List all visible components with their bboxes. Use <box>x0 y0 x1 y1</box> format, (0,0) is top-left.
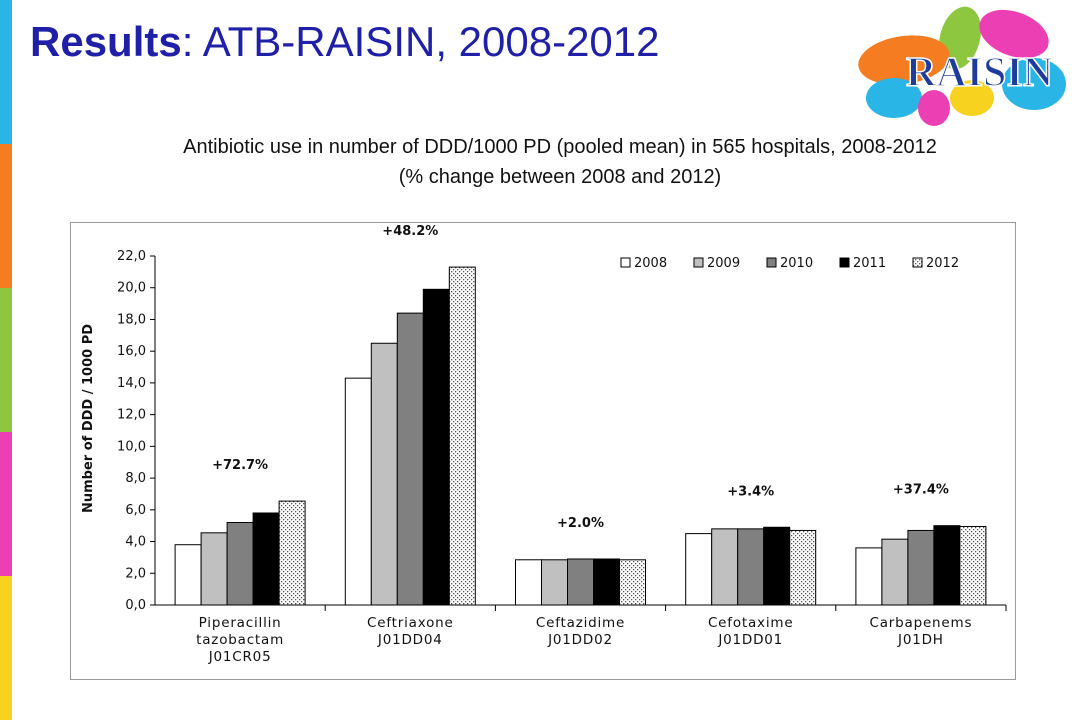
category-label: J01DD04 <box>377 632 443 648</box>
category-label: Ceftriaxone <box>367 615 454 631</box>
y-tick-label: 4,0 <box>125 535 146 550</box>
y-tick-label: 20,0 <box>117 281 146 296</box>
percent-change-label: +48.2% <box>382 224 438 239</box>
y-tick-label: 8,0 <box>125 471 146 486</box>
bar-2008 <box>174 544 202 606</box>
logo-wordmark: RAISIN <box>906 50 1053 96</box>
y-tick-label: 22,0 <box>117 249 146 264</box>
chart-frame: 0,0 2,0 4,0 6,0 8,0 10,0 12,0 14,0 16,0 18,0 20,0 2… <box>70 222 1016 680</box>
bar-2009 <box>711 528 739 606</box>
category-label: Cefotaxime <box>708 615 794 631</box>
y-tick-label: 10,0 <box>117 439 146 454</box>
category-label: J01DD01 <box>717 632 783 648</box>
bar-2011 <box>933 525 961 606</box>
category-label: J01DD02 <box>547 632 613 648</box>
bar-2008 <box>855 547 883 606</box>
legend-swatch-2011 <box>839 257 850 268</box>
raisin-logo: RAISIN <box>858 6 1066 126</box>
bar-chart: 0,0 2,0 4,0 6,0 8,0 10,0 12,0 14,0 16,0 18,0 20,0 2… <box>81 224 1007 665</box>
bar-2011 <box>252 512 280 606</box>
bar-2008 <box>344 377 372 606</box>
y-tick-label: 16,0 <box>117 344 146 359</box>
subtitle-line-2: (% change between 2008 and 2012) <box>398 166 722 188</box>
chart-subtitle: Antibiotic use in number of DDD/1000 PD … <box>40 132 1080 192</box>
slide-title-rest: : ATB-RAISIN, 2008-2012 <box>181 18 660 65</box>
bar-2008 <box>685 533 713 606</box>
bar-2009 <box>370 342 398 606</box>
legend-swatch-2010 <box>766 257 777 268</box>
strip-block-orange <box>0 144 12 288</box>
percent-change-label: +2.0% <box>557 516 604 531</box>
legend-label-2009: 2009 <box>707 256 740 271</box>
legend-swatch-2009 <box>693 257 704 268</box>
legend-swatch-2012 <box>912 257 923 268</box>
legend-label-2008: 2008 <box>634 256 667 271</box>
y-tick-label: 6,0 <box>125 503 146 518</box>
bar-2008 <box>515 559 542 606</box>
category-label: tazobactam <box>196 632 284 648</box>
bar-2011 <box>422 288 450 606</box>
strip-block-yellow <box>0 576 12 720</box>
legend-label-2012: 2012 <box>926 256 959 271</box>
slide-title: Results: ATB-RAISIN, 2008-2012 <box>30 18 660 66</box>
bar-2011 <box>593 558 620 606</box>
slide-title-bold: Results <box>30 18 182 65</box>
bar-2009 <box>541 559 568 606</box>
bar-2010 <box>396 312 424 606</box>
bar-2010 <box>567 558 594 606</box>
side-color-strip <box>0 0 12 720</box>
bar-2011 <box>763 526 791 606</box>
percent-change-label: +72.7% <box>212 458 268 473</box>
category-label: J01CR05 <box>208 649 272 665</box>
bar-2012 <box>619 559 646 606</box>
y-tick-label: 14,0 <box>117 376 146 391</box>
strip-block-green <box>0 288 12 432</box>
bar-2012 <box>278 500 306 606</box>
bar-2009 <box>200 532 228 606</box>
bar-2010 <box>226 522 254 606</box>
y-axis-label: Number of DDD / 1000 PD <box>81 324 96 513</box>
y-tick-label: 18,0 <box>117 312 146 327</box>
category-label: Piperacillin <box>199 615 282 631</box>
strip-block-pink <box>0 432 12 576</box>
percent-change-label: +3.4% <box>727 484 774 499</box>
legend-label-2011: 2011 <box>853 256 886 271</box>
bar-2012 <box>448 266 476 606</box>
strip-block-blue <box>0 0 12 144</box>
subtitle-line-1: Antibiotic use in number of DDD/1000 PD … <box>183 136 937 158</box>
bar-2012 <box>959 525 987 606</box>
legend-label-2010: 2010 <box>780 256 813 271</box>
category-label: Ceftazidime <box>536 615 625 631</box>
percent-change-label: +37.4% <box>893 483 949 498</box>
category-label: J01DH <box>897 632 944 648</box>
y-tick-label: 2,0 <box>125 566 146 581</box>
bar-2012 <box>789 529 817 606</box>
bar-2010 <box>907 529 935 606</box>
bar-2010 <box>737 528 765 606</box>
y-tick-label: 0,0 <box>125 598 146 613</box>
bar-2009 <box>881 538 909 606</box>
y-tick-label: 12,0 <box>117 408 146 423</box>
legend-swatch-2008 <box>620 257 631 268</box>
category-label: Carbapenems <box>869 615 972 631</box>
